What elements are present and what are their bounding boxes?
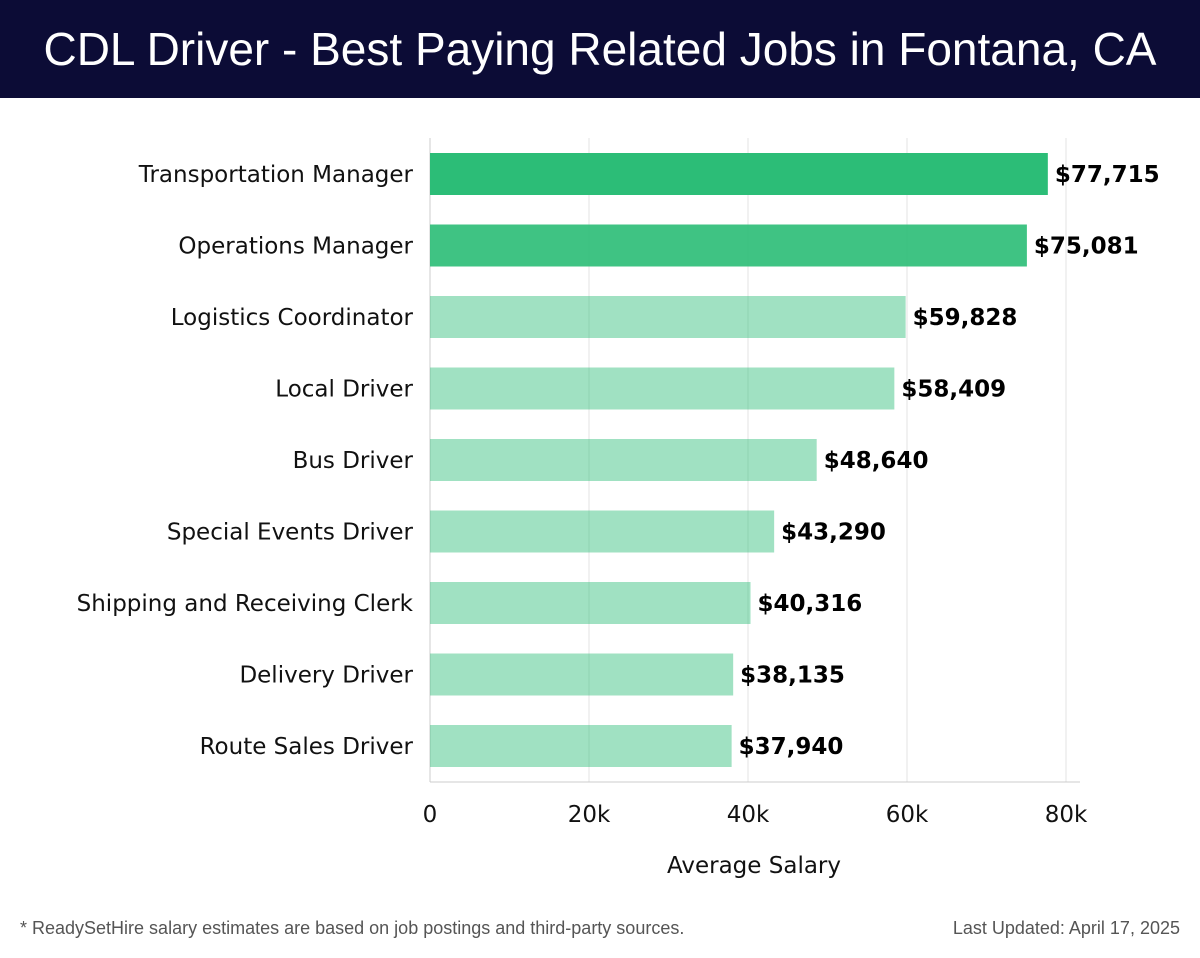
bar	[430, 653, 734, 696]
category-label: Shipping and Receiving Clerk	[77, 591, 414, 617]
bar	[430, 725, 732, 767]
category-label: Operations Manager	[178, 234, 413, 260]
bar	[430, 510, 775, 553]
value-label: $38,135	[740, 663, 845, 689]
x-tick-label: 20k	[568, 802, 611, 828]
value-label: $77,715	[1055, 162, 1160, 188]
category-label: Transportation Manager	[138, 162, 414, 188]
value-label: $59,828	[913, 305, 1018, 331]
x-tick-label: 0	[423, 802, 438, 828]
value-label: $48,640	[824, 448, 929, 474]
header-bar: CDL Driver - Best Paying Related Jobs in…	[0, 0, 1200, 98]
category-label: Route Sales Driver	[200, 734, 414, 760]
category-label: Local Driver	[275, 377, 413, 403]
category-label: Special Events Driver	[167, 520, 414, 546]
x-tick-label: 60k	[886, 802, 929, 828]
category-label: Delivery Driver	[239, 663, 413, 689]
bar	[430, 367, 895, 410]
value-label: $43,290	[781, 520, 886, 546]
bar	[430, 296, 906, 338]
x-tick-label: 40k	[727, 802, 770, 828]
value-label: $58,409	[901, 377, 1006, 403]
last-updated: Last Updated: April 17, 2025	[952, 918, 1180, 938]
footer-note: * ReadySetHire salary estimates are base…	[20, 918, 685, 938]
bar	[430, 582, 751, 624]
category-label: Logistics Coordinator	[171, 305, 414, 331]
value-label: $75,081	[1034, 234, 1139, 260]
bar	[430, 224, 1027, 267]
x-axis-label: Average Salary	[667, 853, 841, 879]
value-label: $40,316	[758, 591, 863, 617]
bar	[430, 439, 817, 481]
x-tick-label: 80k	[1045, 802, 1088, 828]
category-label: Bus Driver	[293, 448, 414, 474]
value-label: $37,940	[739, 734, 844, 760]
bar	[430, 153, 1048, 195]
page-title: CDL Driver - Best Paying Related Jobs in…	[43, 23, 1157, 75]
